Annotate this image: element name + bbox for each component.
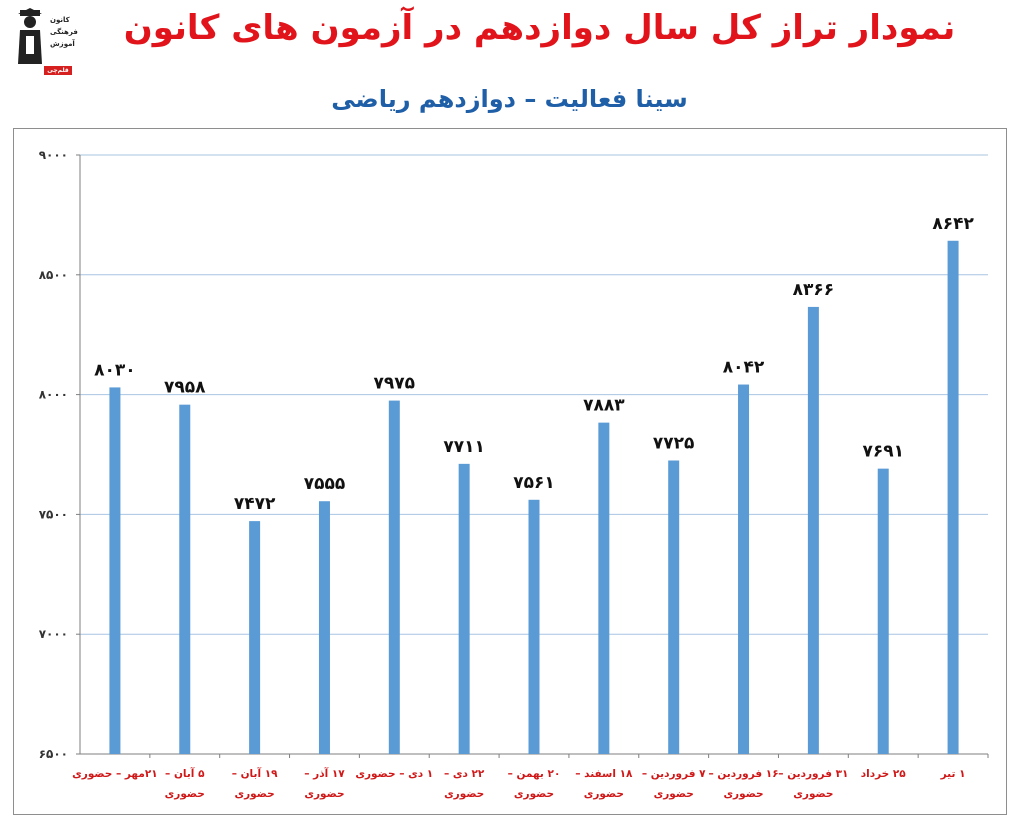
data-label: ۷۹۵۸ <box>164 378 206 398</box>
x-tick-label: ۷ فروردین – <box>642 768 706 780</box>
bar <box>179 404 191 754</box>
y-tick-label: ۶۵۰۰ <box>39 747 68 761</box>
bar <box>458 463 470 754</box>
bar <box>738 384 750 754</box>
x-tick-label: حضوری <box>793 788 833 800</box>
x-tick-label: ۱۸ اسفند – <box>575 768 633 780</box>
x-tick-label: ۱۹ آبان – <box>232 767 278 780</box>
data-label: ۷۶۹۱ <box>862 442 904 462</box>
bar <box>947 240 959 754</box>
y-tick-label: ۸۰۰۰ <box>39 388 68 402</box>
x-tick-label: حضوری <box>165 788 205 800</box>
x-tick-label: ۱۷ آذر – <box>304 767 345 780</box>
x-tick-label: ۱ دی – حضوری <box>355 768 433 780</box>
bar <box>807 306 819 754</box>
y-tick-label: ۷۰۰۰ <box>39 627 68 641</box>
data-label: ۸۰۴۲ <box>723 358 765 378</box>
chart-title: نمودار تراز کل سال دوازدهم در آزمون های … <box>123 8 956 48</box>
x-tick-label: حضوری <box>444 788 484 800</box>
x-tick-label: ۳۱ فروردین – <box>778 768 848 780</box>
x-tick-label: حضوری <box>304 788 344 800</box>
logo-badge: قلم‌چی <box>44 66 72 75</box>
data-label: ۸۶۴۲ <box>932 214 974 234</box>
chart-frame <box>13 128 1007 815</box>
x-tick-label: حضوری <box>654 788 694 800</box>
x-tick-label: ۲۲ دی – <box>444 768 485 780</box>
x-tick-label: حضوری <box>514 788 554 800</box>
data-label: ۷۷۲۵ <box>653 433 695 453</box>
x-tick-label: ۱ تیر <box>940 768 966 780</box>
bar <box>388 400 400 754</box>
x-tick-label: ۱۶ فروردین – <box>708 768 778 780</box>
graduate-logo-icon <box>18 8 42 64</box>
data-label: ۷۹۷۵ <box>374 374 416 394</box>
bar <box>877 468 889 754</box>
x-tick-label: ۲۰ بهمن – <box>508 768 561 780</box>
chart-subtitle: سینا فعالیت – دوازدهم ریاضی <box>331 85 688 113</box>
data-label: ۷۷۱۱ <box>443 437 485 457</box>
y-tick-label: ۷۵۰۰ <box>39 507 68 521</box>
x-tick-label: ۲۱مهر – حضوری <box>72 768 158 780</box>
bar <box>668 460 680 754</box>
logo-line-2: فرهنگی <box>50 28 78 36</box>
bar <box>528 499 540 754</box>
x-tick-label: حضوری <box>584 788 624 800</box>
bar <box>249 521 261 754</box>
y-tick-label: ۸۵۰۰ <box>39 268 68 282</box>
bar <box>598 422 610 754</box>
x-tick-label: ۵ آبان – <box>165 767 205 780</box>
x-tick-label: حضوری <box>235 788 275 800</box>
kanoon-logo: کانون فرهنگی آموزش قلم‌چی <box>14 6 78 75</box>
data-label: ۷۴۷۲ <box>234 494 276 514</box>
data-label: ۷۵۶۱ <box>513 473 555 493</box>
data-label: ۷۸۸۳ <box>583 396 625 416</box>
y-tick-label: ۹۰۰۰ <box>39 148 68 162</box>
data-label: ۸۰۳۰ <box>94 360 136 380</box>
logo-line-3: آموزش <box>50 40 75 48</box>
bar <box>318 501 330 754</box>
x-tick-label: ۲۵ خرداد <box>861 768 907 780</box>
x-tick-label: حضوری <box>723 788 763 800</box>
logo-line-1: کانون <box>50 16 70 24</box>
bar <box>109 387 121 754</box>
data-label: ۷۵۵۵ <box>304 474 346 494</box>
data-label: ۸۳۶۶ <box>793 280 835 300</box>
